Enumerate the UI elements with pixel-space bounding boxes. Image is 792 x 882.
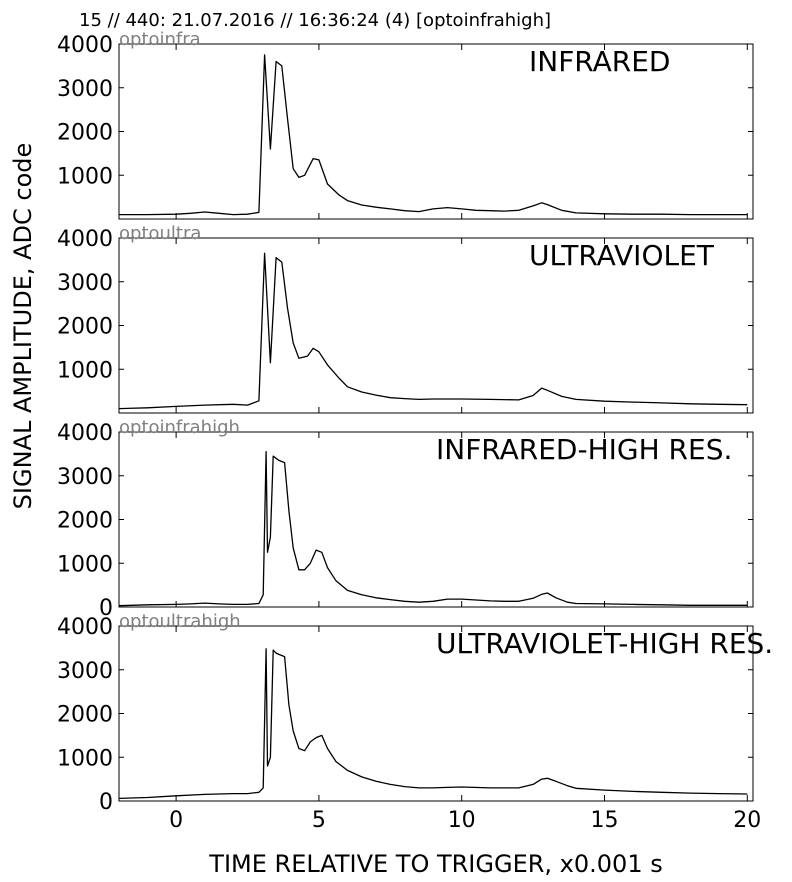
y-axis-label: SIGNAL AMPLITUDE, ADC code: [9, 143, 37, 510]
y-tick-label: 1000: [57, 358, 113, 383]
y-tick-label: 2000: [57, 121, 113, 146]
y-tick-label: 4000: [57, 33, 113, 58]
panel-label: INFRARED-HIGH RES.: [436, 433, 732, 466]
panel-label: INFRARED: [529, 45, 671, 78]
panel-label: ULTRAVIOLET-HIGH RES.: [436, 627, 773, 660]
panel-label: ULTRAVIOLET: [529, 239, 715, 272]
y-tick-label: 3000: [57, 271, 113, 296]
y-tick-label: 4000: [57, 227, 113, 252]
panel-optoinfrahigh: 0 1000 2000 3000 4000 optoinfrahigh INFRARED-H…: [57, 417, 754, 621]
y-tick-label: 4000: [57, 615, 113, 640]
channel-tag: optoinfra: [119, 29, 201, 50]
panel-optoultra: 1000 2000 3000 4000 optoultra ULTRAVIOLET: [57, 223, 754, 414]
y-tick-label: 4000: [57, 421, 113, 446]
figure-title: 15 // 440: 21.07.2016 // 16:36:24 (4) [o…: [79, 10, 551, 31]
y-tick-label: 0: [99, 790, 113, 815]
x-tick-label: 10: [448, 808, 476, 833]
y-tick-label: 2000: [57, 703, 113, 728]
y-tick-label: 3000: [57, 659, 113, 684]
x-axis-label: TIME RELATIVE TO TRIGGER, x0.001 s: [208, 850, 662, 878]
y-tick-label: 3000: [57, 77, 113, 102]
series-line-optoultrahigh: [119, 648, 748, 800]
x-tick-label: 5: [312, 808, 326, 833]
channel-tag: optoultrahigh: [119, 611, 241, 632]
x-tick-label: 15: [590, 808, 618, 833]
panel-optoultrahigh: 0 1000 2000 3000 4000 0 5 10 15 20 optoultrahigh UL…: [57, 611, 773, 833]
channel-tag: optoinfrahigh: [119, 417, 240, 438]
y-tick-label: 1000: [57, 552, 113, 577]
series-line-optoinfra: [119, 54, 748, 216]
x-tick-label: 20: [733, 808, 761, 833]
y-tick-label: 3000: [57, 465, 113, 490]
y-tick-label: 2000: [57, 315, 113, 340]
y-tick-label: 0: [99, 596, 113, 621]
y-tick-label: 2000: [57, 509, 113, 534]
series-line-optoultra: [119, 252, 748, 410]
panel-optoinfra: 1000 2000 3000 4000 optoinfra INFRARED: [57, 29, 754, 220]
y-tick-label: 1000: [57, 164, 113, 189]
series-line-optoinfrahigh: [119, 451, 748, 607]
y-tick-label: 1000: [57, 746, 113, 771]
x-tick-label: 0: [169, 808, 183, 833]
channel-tag: optoultra: [119, 223, 201, 244]
